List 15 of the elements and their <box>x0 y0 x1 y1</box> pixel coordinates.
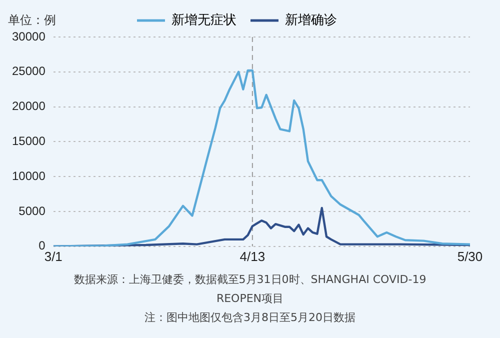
y-axis-title: 单位：例 <box>8 12 56 29</box>
y-tick-label: 25000 <box>12 64 46 78</box>
y-tick-label: 20000 <box>12 99 46 114</box>
x-tick-label: 4/13 <box>240 248 266 264</box>
y-tick-label: 10000 <box>12 168 46 183</box>
text: 注：图中地图仅包含3月8日至5月20日数据 <box>144 310 356 326</box>
source-note: 数据来源：上海卫健委，数据截至5月31日0时、SHANGHAI COVID-19 REOPEN项目 <box>72 272 428 307</box>
y-tick-label: 5000 <box>18 204 46 218</box>
y-tick-label: 15000 <box>12 134 46 148</box>
x-tick-label: 3/1 <box>44 248 62 264</box>
y-tick-label: 30000 <box>12 29 46 44</box>
legend-label: 新增确诊 <box>285 12 337 28</box>
legend-label: 新增无症状 <box>172 12 236 28</box>
x-tick-label: 5/30 <box>457 248 483 264</box>
y-tick-label: 0 <box>38 238 46 253</box>
